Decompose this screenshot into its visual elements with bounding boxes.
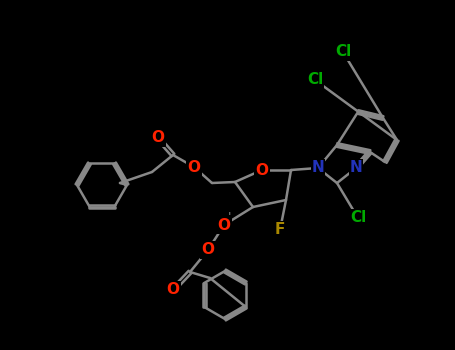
- Text: O: O: [256, 162, 268, 177]
- Text: F: F: [275, 223, 285, 238]
- Text: ': ': [228, 211, 232, 224]
- Text: N: N: [349, 161, 362, 175]
- Text: Cl: Cl: [307, 72, 323, 88]
- Text: O: O: [217, 217, 231, 232]
- Text: O: O: [167, 282, 180, 298]
- Text: O: O: [202, 243, 214, 258]
- Text: Cl: Cl: [350, 210, 366, 225]
- Text: O: O: [152, 131, 165, 146]
- Text: Cl: Cl: [335, 44, 351, 60]
- Text: N: N: [312, 161, 324, 175]
- Text: O: O: [187, 160, 201, 175]
